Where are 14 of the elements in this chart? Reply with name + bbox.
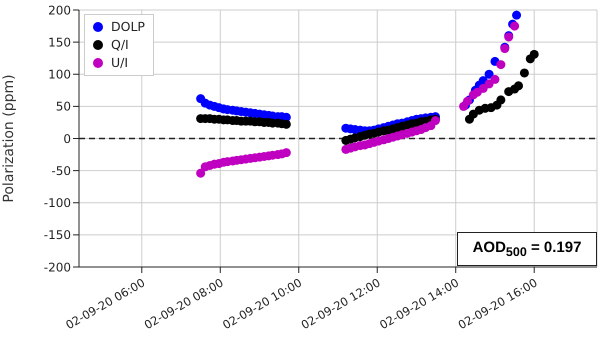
y-tick-label: -100 bbox=[44, 196, 71, 210]
y-tick-label: 200 bbox=[48, 3, 71, 18]
legend-label: U/I bbox=[111, 54, 128, 72]
y-tick-label: 50 bbox=[56, 100, 71, 114]
y-tick-label: 0 bbox=[63, 132, 71, 146]
y-tick-label: 150 bbox=[48, 35, 71, 50]
y-tick-label: -150 bbox=[44, 228, 71, 242]
y-tick-label: -50 bbox=[51, 164, 71, 178]
y-axis-title: Polarization (ppm) bbox=[0, 74, 17, 203]
y-tick-label: -200 bbox=[44, 260, 71, 274]
annotation: AOD$_{500}$ = 0.197 bbox=[472, 239, 582, 259]
y-tick-label: 100 bbox=[48, 68, 71, 82]
legend-label: Q/I bbox=[111, 36, 129, 54]
legend-label: DOLP bbox=[111, 18, 145, 36]
